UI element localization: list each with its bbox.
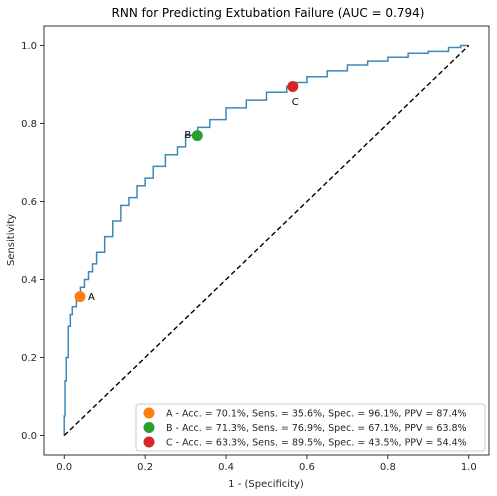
y-tick-label-2: 0.4 — [21, 275, 37, 286]
plot-frame — [43, 25, 490, 456]
y-tick-label-3: 0.6 — [21, 197, 37, 208]
legend-marker-A — [143, 407, 155, 419]
chance-diagonal — [63, 44, 470, 437]
chart-title: RNN for Predicting Extubation Failure (A… — [112, 6, 425, 20]
point-C — [287, 80, 299, 92]
y-axis-label: Sensitivity — [6, 214, 17, 266]
y-tick-label-4: 0.8 — [21, 119, 37, 130]
point-A — [74, 291, 86, 303]
legend-entry-A: A - Acc. = 70.1%, Sens. = 35.6%, Spec. =… — [166, 409, 467, 420]
legend-entry-B: B - Acc. = 71.3%, Sens. = 76.9%, Spec. =… — [166, 423, 467, 434]
legend: A - Acc. = 70.1%, Sens. = 35.6%, Spec. =… — [135, 403, 486, 452]
legend-entry-C: C - Acc. = 63.3%, Sens. = 89.5%, Spec. =… — [166, 438, 467, 449]
x-tick-label-2: 0.4 — [218, 462, 234, 473]
y-tick-label-1: 0.2 — [21, 353, 37, 364]
x-tick-label-3: 0.6 — [299, 462, 315, 473]
series-lines — [63, 44, 470, 437]
point-B — [191, 130, 203, 142]
operating-points: A B C — [74, 80, 299, 303]
legend-marker-B — [143, 422, 155, 433]
point-label-A: A — [88, 292, 95, 303]
y-tick-label-0: 0.0 — [21, 431, 37, 442]
legend-marker-C — [143, 436, 155, 448]
x-tick-label-1: 0.2 — [137, 462, 153, 473]
y-tick-label-5: 1.0 — [21, 41, 37, 52]
x-tick-label-4: 0.8 — [380, 462, 396, 473]
x-axis-label: 1 - (Specificity) — [228, 479, 304, 490]
x-tick-label-5: 1.0 — [461, 462, 477, 473]
point-label-C: C — [292, 97, 299, 108]
point-label-B: B — [184, 130, 191, 141]
legend-box — [135, 403, 486, 452]
x-tick-label-0: 0.0 — [56, 462, 72, 473]
axis-ticks: 0.0 0.2 0.4 0.6 0.8 1.0 0.0 0.2 0.4 0.6 0.8 1.0 — [21, 41, 477, 473]
